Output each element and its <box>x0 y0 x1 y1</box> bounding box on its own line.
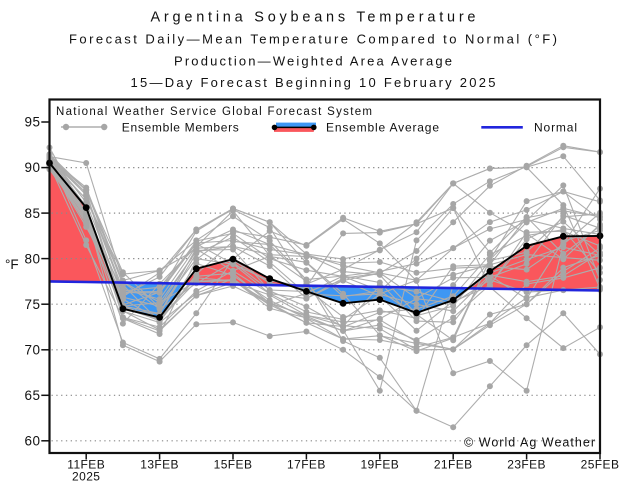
svg-text:11FEB: 11FEB <box>67 458 105 472</box>
svg-text:85: 85 <box>24 206 40 221</box>
svg-text:80: 80 <box>24 251 40 266</box>
svg-text:75: 75 <box>24 297 40 312</box>
svg-text:Normal: Normal <box>534 121 577 135</box>
svg-text:15—Day Forecast Beginning 10 F: 15—Day Forecast Beginning 10 February 20… <box>131 75 496 90</box>
svg-text:Ensemble Members: Ensemble Members <box>122 121 239 135</box>
svg-text:19FEB: 19FEB <box>360 458 399 472</box>
svg-text:90: 90 <box>24 160 40 175</box>
svg-text:65: 65 <box>24 388 40 403</box>
svg-text:National Weather Service Globa: National Weather Service Global Forecast… <box>56 106 372 118</box>
svg-text:Forecast Daily—Mean Temperatur: Forecast Daily—Mean Temperature Compared… <box>69 32 557 47</box>
svg-text:23FEB: 23FEB <box>507 458 546 472</box>
svg-text:Production—Weighted Area Avera: Production—Weighted Area Average <box>174 53 452 68</box>
svg-text:°F: °F <box>5 257 19 272</box>
svg-text:13FEB: 13FEB <box>140 458 179 472</box>
svg-text:© World Ag Weather: © World Ag Weather <box>464 436 595 450</box>
svg-text:21FEB: 21FEB <box>434 458 473 472</box>
svg-text:95: 95 <box>24 115 40 130</box>
svg-text:15FEB: 15FEB <box>214 458 253 472</box>
svg-text:70: 70 <box>24 342 40 357</box>
svg-text:17FEB: 17FEB <box>287 458 326 472</box>
svg-text:Ensemble Average: Ensemble Average <box>326 121 439 135</box>
svg-text:60: 60 <box>24 434 40 449</box>
svg-text:2025: 2025 <box>72 470 100 482</box>
svg-text:25FEB: 25FEB <box>581 458 620 472</box>
